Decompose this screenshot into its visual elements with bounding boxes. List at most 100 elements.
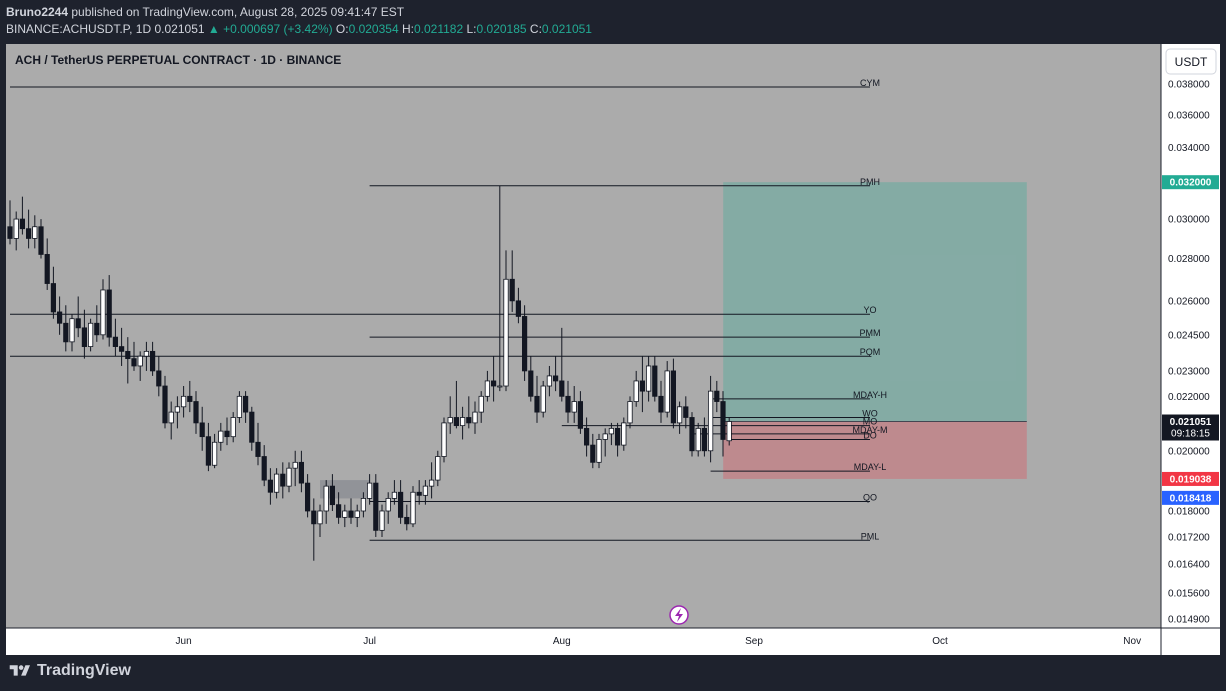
- candle: [391, 480, 398, 505]
- candle-body: [131, 358, 137, 367]
- level-label-yo: YO: [863, 305, 876, 315]
- candle: [149, 341, 156, 376]
- candle: [249, 406, 255, 451]
- candle: [466, 396, 472, 429]
- candle-body: [255, 441, 261, 457]
- candle-body: [683, 406, 689, 418]
- author-name[interactable]: Bruno2244: [6, 5, 69, 19]
- candle-body: [112, 336, 118, 347]
- candle: [329, 474, 336, 511]
- candle-body: [342, 510, 348, 518]
- candle-body: [329, 485, 336, 506]
- candle-body: [472, 411, 478, 424]
- candle: [584, 417, 590, 457]
- candle-body: [205, 436, 211, 466]
- level-label-qo: QO: [863, 493, 877, 503]
- plot-area[interactable]: [6, 44, 1161, 628]
- candle: [304, 474, 311, 518]
- candle-body: [410, 491, 416, 525]
- candle: [441, 417, 447, 463]
- candle-body: [193, 401, 199, 424]
- candle: [298, 450, 305, 493]
- level-label-pml: PML: [861, 531, 880, 541]
- candle: [435, 450, 441, 487]
- candle: [112, 318, 118, 357]
- position-tool[interactable]: [723, 182, 1027, 479]
- candle-body: [670, 370, 677, 424]
- candle: [658, 380, 664, 423]
- candle: [453, 380, 460, 429]
- candle: [125, 337, 131, 384]
- candle-body: [292, 461, 298, 469]
- candle: [397, 480, 404, 524]
- candle-body: [553, 375, 559, 382]
- level-label-mday-h: MDAY-H: [853, 390, 887, 400]
- candle-body: [379, 510, 385, 531]
- candle-body: [658, 395, 664, 413]
- candle: [608, 422, 615, 446]
- candle: [695, 422, 701, 457]
- candle-body: [100, 289, 106, 336]
- candle: [428, 462, 435, 499]
- candle-body: [211, 441, 218, 466]
- candle: [13, 211, 19, 251]
- chart-container[interactable]: ACH / TetherUS PERPETUAL CONTRACT · 1D ·…: [6, 44, 1220, 655]
- candle-body: [286, 467, 292, 487]
- price-tick-label: 0.036000: [1168, 110, 1210, 121]
- tradingview-logo[interactable]: TradingView: [8, 662, 131, 680]
- candle: [94, 305, 100, 342]
- level-label-pmm: PMM: [860, 328, 881, 338]
- loss-zone: [723, 421, 1027, 479]
- candle: [63, 305, 69, 352]
- candle-body: [106, 289, 112, 338]
- price-badge-last: [1162, 414, 1219, 441]
- candle: [88, 318, 94, 352]
- candle: [236, 391, 242, 423]
- candle: [286, 462, 292, 493]
- price-chart[interactable]: ACH / TetherUS PERPETUAL CONTRACT · 1D ·…: [6, 44, 1220, 655]
- candle-body: [25, 228, 32, 239]
- candle: [69, 314, 75, 352]
- candle-body: [236, 395, 242, 418]
- candle-body: [218, 430, 224, 443]
- candle: [509, 250, 515, 312]
- candle-body: [242, 395, 249, 413]
- candle-body: [478, 395, 484, 413]
- candle-body: [596, 439, 602, 463]
- candle: [230, 412, 236, 443]
- level-label-pqm: PQM: [860, 347, 881, 357]
- candle-body: [546, 375, 553, 387]
- candle-body: [119, 346, 125, 352]
- candle-body: [726, 421, 732, 442]
- candle-body: [441, 422, 447, 457]
- currency-button-label[interactable]: USDT: [1175, 55, 1208, 69]
- candle-body: [44, 254, 50, 284]
- candle-body: [348, 510, 354, 518]
- currency-button[interactable]: USDT: [1165, 48, 1217, 75]
- candle: [627, 396, 633, 429]
- candle: [553, 356, 559, 392]
- lightning-icon[interactable]: [669, 605, 689, 625]
- candle: [652, 356, 658, 402]
- candle-body: [584, 427, 590, 446]
- candle: [137, 351, 143, 381]
- candle-body: [354, 510, 360, 518]
- level-label-do: DO: [863, 430, 877, 440]
- candle-body: [143, 350, 149, 357]
- level-label-mo: MO: [863, 417, 878, 427]
- candle: [565, 380, 571, 423]
- candle: [410, 486, 416, 528]
- price-change: +0.000697 (+3.42%): [223, 22, 333, 36]
- candle: [490, 356, 497, 402]
- candle: [242, 391, 249, 423]
- candle: [131, 341, 137, 371]
- candle: [44, 238, 50, 290]
- price-axis[interactable]: [1161, 44, 1220, 628]
- candle: [484, 370, 491, 402]
- time-tick-label: Jul: [363, 636, 376, 647]
- candle: [75, 296, 81, 338]
- time-axis[interactable]: [6, 628, 1161, 655]
- candle-body: [156, 370, 162, 387]
- candle-body: [50, 283, 57, 313]
- candle: [571, 386, 577, 423]
